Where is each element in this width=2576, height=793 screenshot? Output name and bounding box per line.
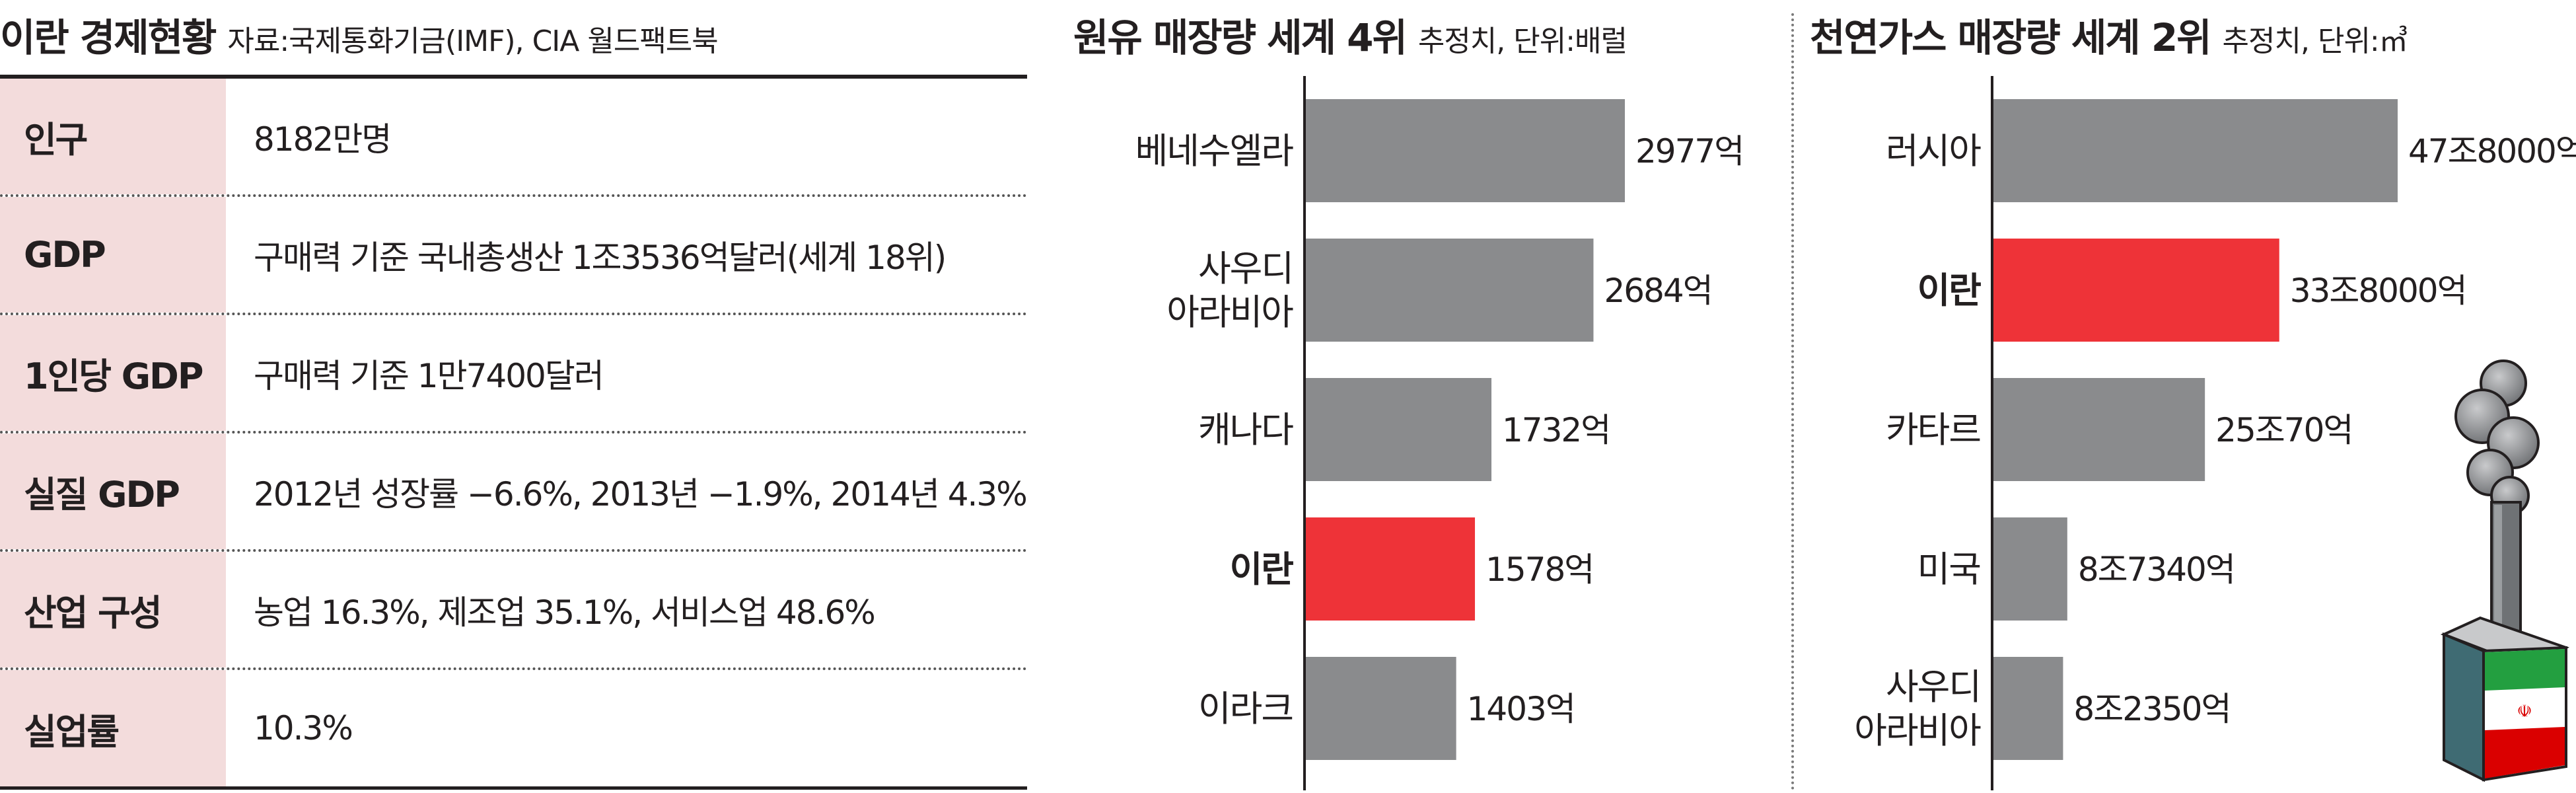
row-value: 10.3% bbox=[254, 709, 353, 747]
category-label: 베네수엘라 bbox=[1135, 130, 1294, 172]
bar-0 bbox=[1306, 99, 1625, 202]
oil-subtitle: 추정치, 단위:배럴 bbox=[1417, 24, 1628, 58]
table-row: 실업률 10.3% bbox=[0, 670, 1027, 790]
factory-chimney-iran-flag-icon: ☫ bbox=[2440, 359, 2569, 782]
category-label: 미국 bbox=[1917, 548, 1980, 590]
row-label: 1인당 GDP bbox=[0, 315, 226, 431]
panel-divider bbox=[1791, 13, 1794, 790]
row-label: GDP bbox=[0, 197, 226, 313]
row-label: 실질 GDP bbox=[0, 434, 226, 549]
bar-3 bbox=[1993, 517, 2067, 621]
row-value: 8182만명 bbox=[254, 120, 392, 159]
value-label: 2684억 bbox=[1604, 272, 1711, 310]
row-value: 농업 16.3%, 제조업 35.1%, 서비스업 48.6% bbox=[254, 593, 876, 632]
table-row: 1인당 GDP 구매력 기준 1만7400달러 bbox=[0, 315, 1027, 434]
gas-chart-title: 천연가스 매장량 세계 2위 추정치, 단위:㎥ bbox=[1810, 7, 2408, 62]
svg-text:☫: ☫ bbox=[2517, 702, 2532, 722]
row-label: 산업 구성 bbox=[0, 552, 226, 667]
bar-1 bbox=[1993, 239, 2279, 342]
value-label: 25조70억 bbox=[2215, 411, 2352, 449]
category-label: 캐나다 bbox=[1198, 409, 1293, 451]
table-row: 인구 8182만명 bbox=[0, 79, 1027, 197]
bar-0 bbox=[1993, 99, 2398, 202]
category-label: 이라크 bbox=[1198, 688, 1293, 730]
bar-4 bbox=[1993, 657, 2063, 760]
category-label: 러시아 bbox=[1886, 130, 1981, 172]
economy-panel: 이란 경제현황 자료:국제통화기금(IMF), CIA 월드팩트북 인구 8182만… bbox=[0, 0, 1030, 790]
economy-table: 인구 8182만명 GDP 구매력 기준 국내총생산 1조3536억달러(세계 18위… bbox=[0, 79, 1028, 790]
table-row: 산업 구성 농업 16.3%, 제조업 35.1%, 서비스업 48.6% bbox=[0, 552, 1027, 670]
value-label: 8조7340억 bbox=[2078, 550, 2235, 589]
bar-4 bbox=[1306, 657, 1456, 760]
economy-title: 이란 경제현황 자료:국제통화기금(IMF), CIA 월드팩트북 bbox=[0, 7, 719, 62]
gas-subtitle: 추정치, 단위:㎥ bbox=[2222, 24, 2408, 58]
value-label: 47조8000억 bbox=[2408, 132, 2576, 170]
table-row: GDP 구매력 기준 국내총생산 1조3536억달러(세계 18위) bbox=[0, 197, 1027, 315]
table-row: 실질 GDP 2012년 성장률 −6.6%, 2013년 −1.9%, 2014… bbox=[0, 434, 1028, 552]
value-label: 33조8000억 bbox=[2290, 272, 2466, 310]
category-label: 이란 bbox=[1917, 270, 1982, 311]
gas-title-text: 천연가스 매장량 세계 2위 bbox=[1810, 15, 2212, 60]
row-value: 구매력 기준 1만7400달러 bbox=[254, 356, 604, 395]
bar-3 bbox=[1306, 517, 1476, 621]
value-label: 1403억 bbox=[1467, 690, 1575, 728]
bar-2 bbox=[1306, 378, 1492, 481]
oil-title-text: 원유 매장량 세계 4위 bbox=[1073, 15, 1408, 60]
table-top-rule bbox=[0, 75, 1027, 79]
value-label: 2977억 bbox=[1635, 132, 1743, 170]
category-label: 사우디 아라비아 bbox=[1854, 666, 1981, 751]
bar-1 bbox=[1306, 239, 1594, 342]
oil-chart-title: 원유 매장량 세계 4위 추정치, 단위:배럴 bbox=[1073, 7, 1628, 62]
row-value: 구매력 기준 국내총생산 1조3536억달러(세계 18위) bbox=[254, 238, 947, 277]
economy-title-text: 이란 경제현황 bbox=[0, 15, 217, 60]
category-label: 사우디 아라비아 bbox=[1166, 248, 1293, 333]
row-value: 2012년 성장률 −6.6%, 2013년 −1.9%, 2014년 4.3% bbox=[254, 474, 1028, 513]
economy-source: 자료:국제통화기금(IMF), CIA 월드팩트북 bbox=[227, 24, 718, 58]
row-label: 실업률 bbox=[0, 670, 226, 786]
row-label: 인구 bbox=[0, 79, 226, 194]
value-label: 1578억 bbox=[1485, 550, 1593, 589]
value-label: 8조2350억 bbox=[2073, 690, 2230, 728]
category-label: 이란 bbox=[1230, 548, 1294, 590]
category-label: 카타르 bbox=[1886, 409, 1980, 451]
bar-2 bbox=[1993, 378, 2205, 481]
value-label: 1732억 bbox=[1502, 411, 1610, 449]
